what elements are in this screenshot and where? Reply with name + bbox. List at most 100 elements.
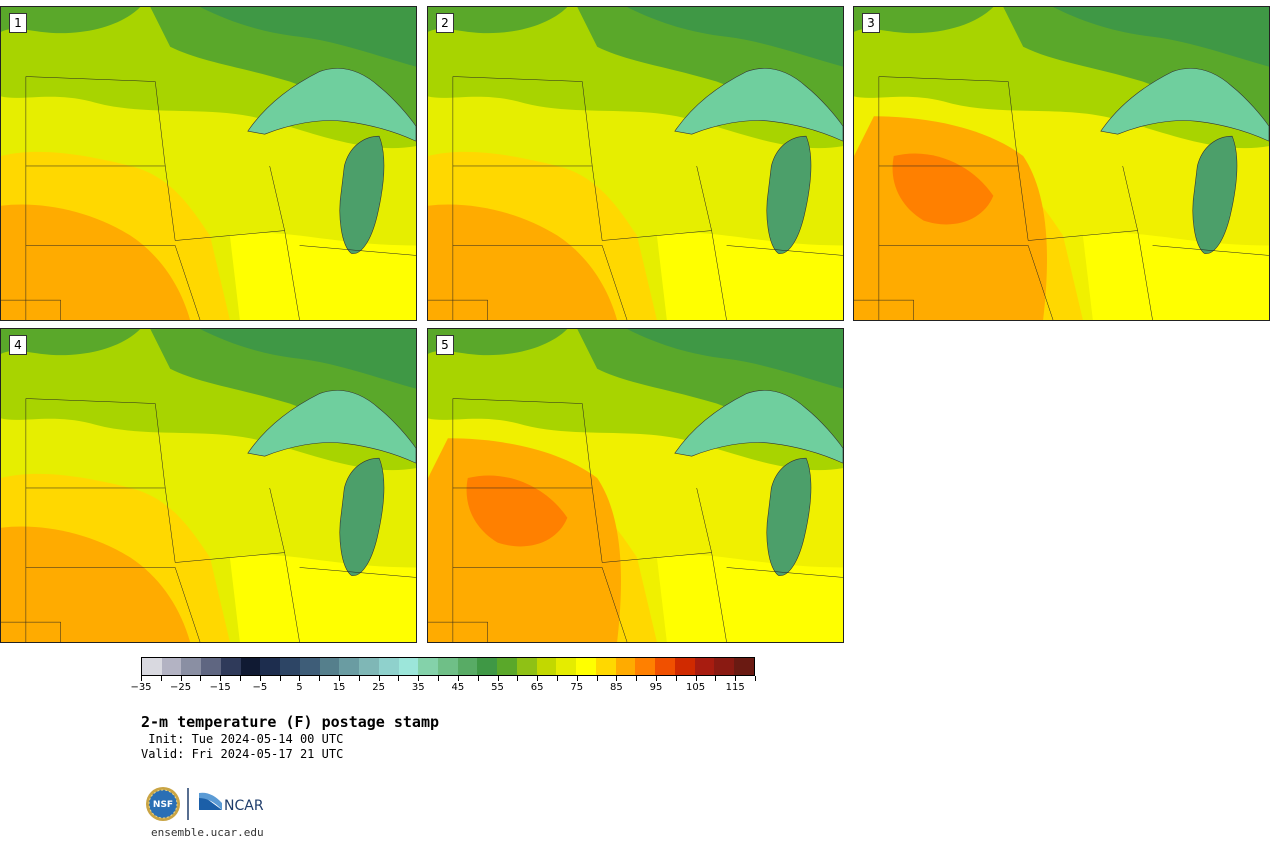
temperature-map [1, 329, 416, 642]
colorbar-tick [240, 676, 242, 681]
colorbar-segment [438, 658, 458, 675]
colorbar-tick-label: 75 [570, 682, 584, 693]
colorbar-tick [735, 676, 737, 681]
panel-number-label: 3 [862, 13, 880, 33]
colorbar-tick [616, 676, 618, 681]
colorbar-segment [497, 658, 517, 675]
colorbar-tick-label: −15 [209, 682, 231, 693]
colorbar-tick [556, 676, 558, 681]
colorbar-tick [695, 676, 697, 681]
colorbar-segment [536, 658, 557, 675]
colorbar-tick [180, 676, 182, 681]
colorbar-segment [477, 658, 498, 675]
svg-text:NCAR: NCAR [224, 798, 264, 814]
chart-title: 2-m temperature (F) postage stamp [141, 713, 440, 731]
colorbar-tick-label: −35 [130, 682, 152, 693]
colorbar-tick [279, 676, 281, 681]
colorbar-tick [576, 676, 578, 681]
colorbar-tick [358, 676, 360, 681]
colorbar-segment [418, 658, 439, 675]
colorbar-segment [339, 658, 360, 675]
colorbar-tick [457, 676, 459, 681]
colorbar-tick [477, 676, 479, 681]
colorbar-tick [339, 676, 341, 681]
colorbar-segment [161, 658, 182, 675]
colorbar-tick [141, 676, 142, 681]
colorbar-tick-label: 45 [451, 682, 465, 693]
ncar-logo: NCAR [199, 792, 264, 814]
colorbar-tick-label: 95 [649, 682, 663, 693]
postage-stamp-panel-5: 5 [427, 328, 844, 643]
colorbar-tick [715, 676, 717, 681]
colorbar-tick-label: 105 [686, 682, 706, 693]
colorbar-tick [497, 676, 499, 681]
colorbar-segment [299, 658, 320, 675]
website-url: ensemble.ucar.edu [151, 826, 264, 839]
colorbar-tick [517, 676, 519, 681]
colorbar-segment [516, 658, 537, 675]
temperature-colorbar [141, 657, 755, 676]
temperature-map [428, 7, 843, 320]
panel-number-label: 5 [436, 335, 454, 355]
postage-stamp-panel-3: 3 [853, 6, 1270, 321]
colorbar-segment [201, 658, 221, 675]
init-time: Init: Tue 2024-05-14 00 UTC [141, 732, 344, 746]
postage-stamp-panel-4: 4 [0, 328, 417, 643]
temperature-map [1, 7, 416, 320]
colorbar-tick-label: 65 [530, 682, 544, 693]
colorbar-tick-label: −5 [252, 682, 268, 693]
colorbar-segment [280, 658, 300, 675]
temperature-map [428, 329, 843, 642]
colorbar-tick [438, 676, 440, 681]
colorbar-tick [160, 676, 162, 681]
colorbar-tick [596, 676, 598, 681]
colorbar-tick [319, 676, 321, 681]
colorbar-tick-label: 115 [725, 682, 745, 693]
colorbar-segment [674, 658, 695, 675]
colorbar-tick-label: 15 [332, 682, 346, 693]
colorbar-tick [655, 676, 657, 681]
colorbar-tick [398, 676, 400, 681]
colorbar-ticks: −35 −25 −15 −5 5 15 25 35 45 55 65 75 85 95 105 115 [130, 676, 756, 700]
valid-time: Valid: Fri 2024-05-17 21 UTC [141, 747, 344, 761]
colorbar-tick [200, 676, 202, 681]
colorbar-segment [734, 658, 754, 675]
colorbar-segment [398, 658, 419, 675]
panel-number-label: 4 [9, 335, 27, 355]
nsf-ncar-logos: NSF NCAR [146, 787, 264, 821]
colorbar-segment [319, 658, 340, 675]
colorbar-tick [378, 676, 380, 681]
colorbar-segment [714, 658, 735, 675]
svg-text:NSF: NSF [153, 800, 173, 810]
colorbar-segment [457, 658, 478, 675]
colorbar-tick-label: 35 [411, 682, 425, 693]
colorbar-tick [675, 676, 677, 681]
colorbar-tick-label: 25 [372, 682, 386, 693]
panel-number-label: 1 [9, 13, 27, 33]
panel-number-label: 2 [436, 13, 454, 33]
colorbar-segment [240, 658, 261, 675]
nsf-logo: NSF [146, 787, 180, 821]
colorbar-segment [359, 658, 379, 675]
colorbar-segment [615, 658, 636, 675]
colorbar-tick [299, 676, 301, 681]
colorbar-segment [220, 658, 241, 675]
colorbar-tick [636, 676, 638, 681]
postage-stamp-panel-2: 2 [427, 6, 844, 321]
colorbar-segment [595, 658, 616, 675]
colorbar-tick-label: −25 [170, 682, 192, 693]
temperature-map [854, 7, 1269, 320]
colorbar-tick-label: 5 [296, 682, 303, 693]
colorbar-segment [655, 658, 675, 675]
colorbar-segment [556, 658, 577, 675]
colorbar-segment [181, 658, 202, 675]
colorbar-tick-label: 85 [609, 682, 623, 693]
colorbar-tick [220, 676, 222, 681]
colorbar-tick [537, 676, 539, 681]
postage-stamp-panel-1: 1 [0, 6, 417, 321]
colorbar-tick [259, 676, 261, 681]
colorbar-tick-label: 55 [491, 682, 504, 693]
colorbar-tick [418, 676, 420, 681]
colorbar-segment [260, 658, 281, 675]
colorbar-segment [576, 658, 596, 675]
